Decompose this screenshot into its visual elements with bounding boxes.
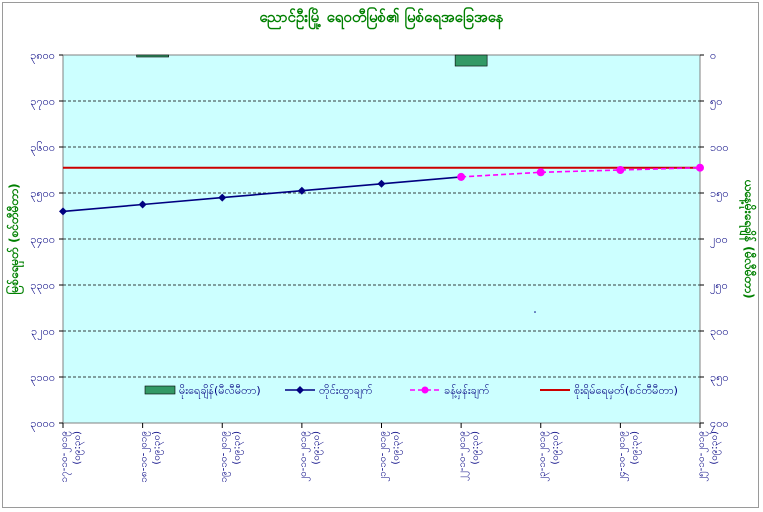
- legend-label: တိုင်းထွာချက်: [319, 384, 373, 399]
- stray-point: [534, 311, 536, 313]
- rainfall-bar: [454, 54, 488, 67]
- measured-point: [377, 179, 386, 188]
- y2-tick-label: ၃၀၀: [710, 325, 729, 340]
- x-tick-label: (၀၉:၃၀): [629, 431, 642, 465]
- measured-point: [138, 200, 147, 209]
- y-tick-label: ၃၄၀၀: [30, 233, 55, 248]
- legend-label: မိုးရေချိန်(မီလီမီတာ): [179, 384, 261, 399]
- y2-tick-label: ၂၀၀: [710, 233, 728, 248]
- x-tick-label: (၀၉:၃၀): [152, 431, 165, 465]
- x-tick-label: (၀၉:၃၀): [72, 431, 85, 465]
- y-tick-label: ၃၇၀၀: [30, 95, 55, 110]
- x-tick-label: (၀၉:၃၀): [470, 431, 483, 465]
- y-tick-label: ၃၅၀၀: [30, 187, 55, 202]
- legend-marker-measured: [296, 386, 304, 394]
- y-tick-label: ၃၂၀၀: [31, 325, 55, 340]
- rainfall-bar: [136, 54, 169, 58]
- legend-swatch-rainfall: [144, 385, 176, 395]
- chart-title: ညောင်ဦးမြို့ ရေ၀တီမြစ်၏ မြစ်ရေအခြေအနေ: [259, 8, 504, 26]
- y-tick-label: ၃၃၀၀: [30, 279, 55, 294]
- measured-line: [62, 176, 462, 213]
- y-tick-label: ၃၆၀၀: [30, 141, 55, 156]
- y-tick-label: ၃၈၀၀: [30, 49, 55, 64]
- legend-label: ခန့်မှန်းချက်: [444, 384, 490, 399]
- x-tick-label: ၂၅-၁၀-၂၀၁၉: [696, 431, 709, 482]
- x-tick-label: (၀၉:၃၀): [550, 431, 563, 465]
- x-tick-label: (၀၉:၃၀): [391, 431, 404, 465]
- y2-tick-label: ၀: [710, 49, 716, 62]
- legend-label: စိုးရိမ်ရေမှတ်(စင်တီမီတာ): [574, 384, 678, 399]
- x-tick-label: ၁၇-၁၀-၂၀၁၉: [59, 431, 72, 483]
- y-axis-label: မြစ်ရေမှတ် (စင်တီမီတာ): [4, 183, 25, 294]
- x-tick-label: ၂၁-၁၀-၂၀၁၉: [378, 431, 391, 482]
- x-tick-label: ၂၄-၁၀-၂၀၁၉: [616, 431, 629, 482]
- measured-point: [218, 193, 227, 202]
- measured-point: [59, 207, 67, 216]
- x-tick-label: ၁၈-၁၀-၂၀၁၉: [139, 431, 152, 483]
- y2-tick-label: ၁၅၀: [710, 187, 729, 202]
- measured-point: [297, 186, 306, 195]
- legend-marker-forecast: [421, 386, 429, 394]
- forecast-point: [616, 166, 625, 174]
- y2-tick-label: ၂၅၀: [710, 279, 728, 294]
- y2-tick-label: ၅၀: [710, 95, 722, 110]
- x-tick-label: ၂၂-၁၀-၂၀၁၉: [457, 431, 470, 481]
- x-tick-label: ၁၉-၁၀-၂၀၁၉: [218, 431, 231, 483]
- forecast-point: [536, 168, 545, 177]
- forecast-point: [457, 172, 466, 181]
- x-tick-label: (၀၉:၃၀): [709, 431, 722, 465]
- x-tick-label: ၂၃-၁၀-၂၀၁၉: [537, 431, 550, 482]
- y2-tick-label: ၃၅၀: [710, 371, 729, 386]
- x-tick-label: (၀၉:၃၀): [231, 431, 244, 465]
- y2-tick-label: ၁၀၀: [710, 141, 729, 154]
- y2-axis-label: ယနေ့မိုးရေချိန် (မီလီမီတာ): [738, 178, 758, 298]
- x-tick-label: ၂၀-၁၀-၂၀၁၉: [298, 431, 311, 482]
- y-tick-label: ၃၁၀၀: [30, 371, 55, 386]
- x-tick-label: (၀၉:၃၀): [311, 431, 324, 465]
- y-tick-label: ၃၀၀၀: [30, 417, 55, 432]
- forecast-point: [696, 163, 704, 172]
- y2-tick-label: ၄၀၀: [710, 417, 729, 432]
